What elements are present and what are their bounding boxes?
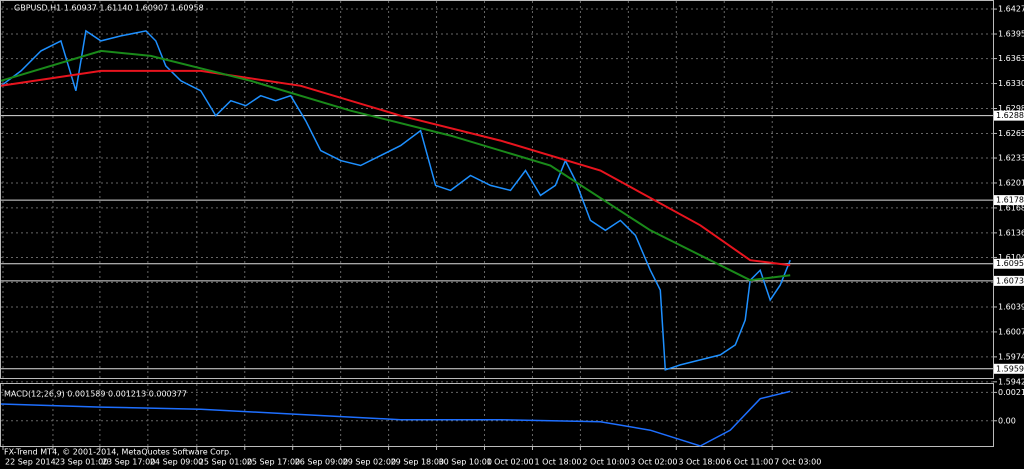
x-tick-label: 25 Sep 17:00 [247,458,300,467]
x-tick-label: 26 Sep 09:00 [295,458,348,467]
main-frame [0,0,994,379]
copyright: FX-Trend MT4, © 2001-2014, MetaQuotes So… [4,448,232,457]
level-label-box [994,363,1024,374]
price-line [0,29,791,371]
y-tick-label: 0.00 [998,416,1016,425]
y-tick-label: 1.63950 [998,30,1024,39]
y-tick-label: 1.63630 [998,54,1024,63]
macd-frame [0,383,994,447]
y-tick-label: 1.62010 [998,178,1024,187]
y-tick-label: 1.61685 [998,203,1024,212]
x-tick-label: 22 Sep 2014 [5,458,56,467]
level-label: 1.60958 [996,259,1024,268]
macd-info: MACD(12,26,9) 0.001589 0.001213 0.000377 [4,390,187,399]
x-tick-label: 1 Oct 02:00 [487,458,534,467]
y-tick-label: 1.61360 [998,228,1024,237]
y-tick-label: 1.62335 [998,154,1024,163]
x-tick-label: 2 Oct 10:00 [582,458,629,467]
y-tick-label: 1.63305 [998,79,1024,88]
x-tick-label: 3 Oct 02:00 [630,458,677,467]
y-tick-label: 1.62655 [998,129,1024,138]
price-line [0,49,791,282]
price-line [0,390,791,447]
x-tick-label: 7 Oct 03:00 [774,458,821,467]
y-tick-label: 1.60395 [998,302,1024,311]
y-tick-label: 1.64275 [998,5,1024,14]
x-tick-label: 23 Sep 01:00 [55,458,108,467]
y-tick-label: 1.60070 [998,327,1024,336]
x-tick-label: 29 Sep 18:00 [391,458,444,467]
level-label-box [994,195,1024,206]
x-tick-label: 25 Sep 01:00 [199,458,252,467]
y-tick-label: 1.59420 [998,377,1024,386]
symbol-info: GBPUSD,H1 1.60937 1.61140 1.60907 1.6095… [14,4,204,13]
x-tick-label: 1 Oct 18:00 [534,458,581,467]
price-line [0,69,791,267]
x-tick-label: 30 Sep 10:00 [439,458,492,467]
level-label-box [994,275,1024,286]
x-tick-label: 6 Oct 11:00 [726,458,773,467]
level-label: 1.62887 [996,111,1024,120]
x-tick-label: 3 Oct 18:00 [678,458,725,467]
x-tick-label: 23 Sep 17:00 [102,458,155,467]
y-tick-label: 0.00216 [998,388,1024,397]
level-label: 1.60735 [996,276,1024,285]
y-tick-label: 1.62980 [998,104,1024,113]
x-tick-label: 24 Sep 09:00 [150,458,203,467]
y-tick-label: 1.61040 [998,253,1024,262]
y-tick-label: 1.59745 [998,352,1024,361]
level-label-box [994,258,1024,269]
level-label: 1.61787 [996,196,1024,205]
x-tick-label: 29 Sep 02:00 [343,458,396,467]
level-label-box [994,110,1024,121]
